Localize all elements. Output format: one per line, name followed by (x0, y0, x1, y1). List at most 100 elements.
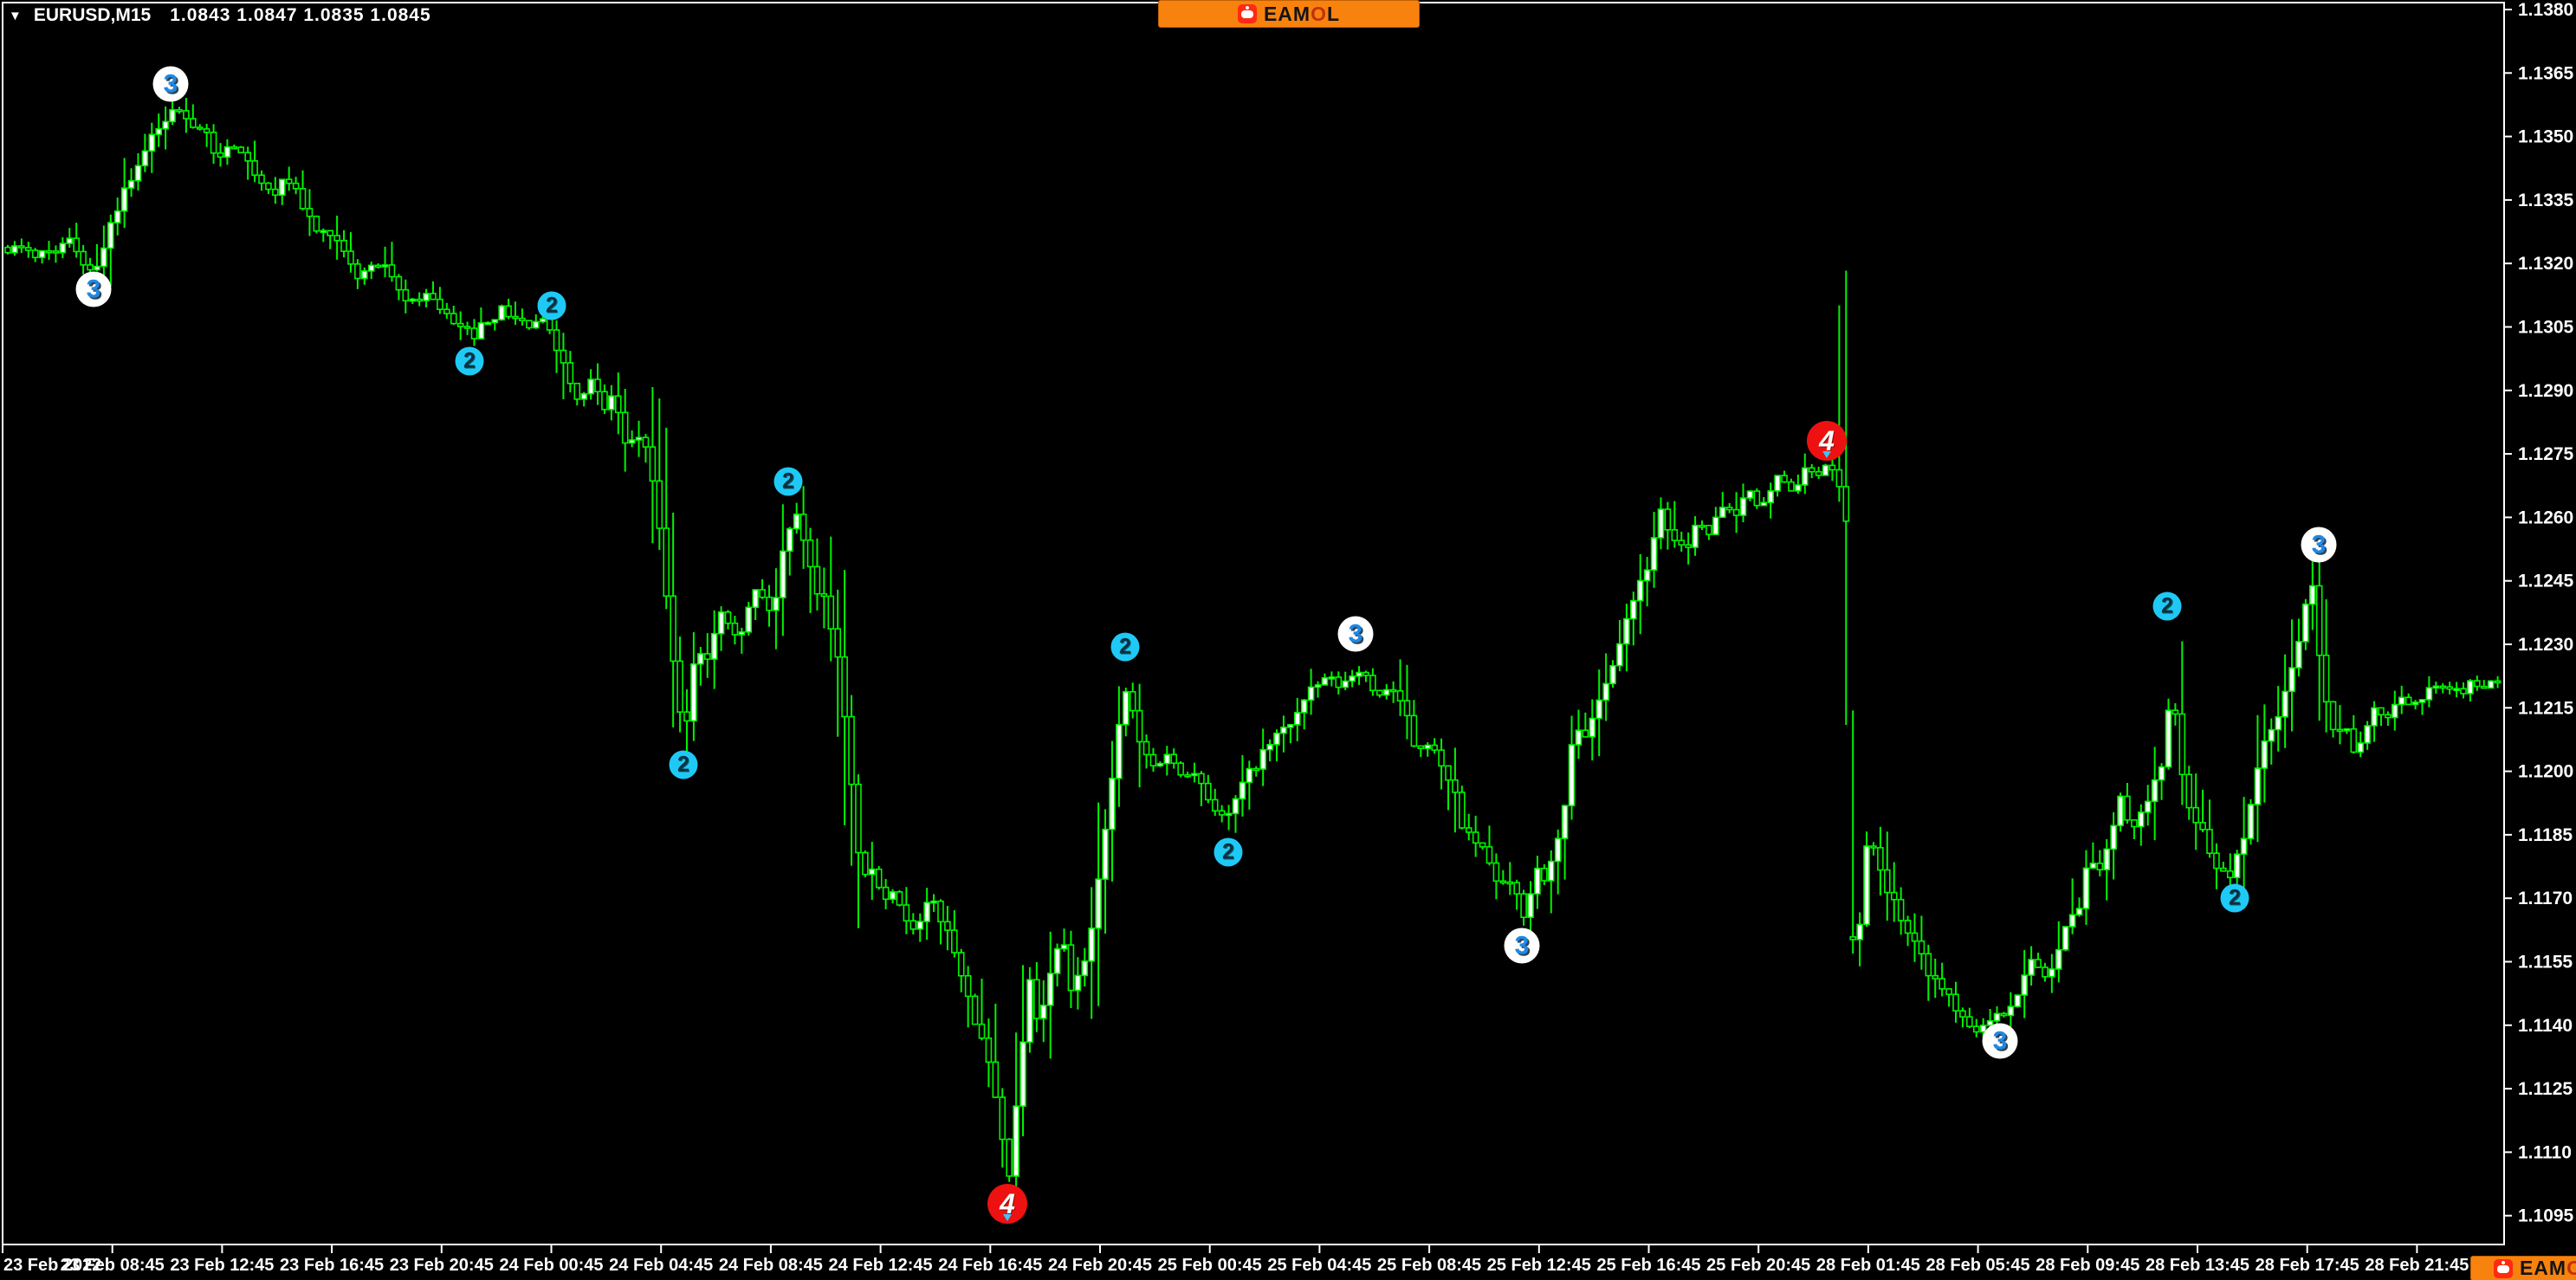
time-axis-label[interactable]: 25 Feb 20:45 (1706, 1256, 1810, 1275)
price-axis-label[interactable]: 1.1185 (2518, 825, 2573, 845)
candle-body (2308, 585, 2316, 605)
candle-body (190, 118, 197, 128)
candle-body (272, 188, 279, 197)
brand-letter: M (1292, 2, 1311, 25)
time-axis-label[interactable]: 23 Feb 08:45 (61, 1256, 165, 1275)
time-axis-label[interactable]: 25 Feb 12:45 (1487, 1256, 1591, 1275)
time-axis-label[interactable]: 28 Feb 13:45 (2146, 1256, 2249, 1275)
time-axis-label[interactable]: 28 Feb 17:45 (2256, 1256, 2359, 1275)
candle-body (2446, 686, 2453, 690)
price-axis-label[interactable]: 1.1110 (2518, 1142, 2572, 1162)
signal-marker-2: 2 (773, 467, 803, 496)
candle-body (1513, 882, 1520, 895)
candle-body (94, 265, 100, 271)
candle-body (621, 411, 629, 444)
time-axis-label[interactable]: 25 Feb 00:45 (1158, 1256, 1262, 1275)
candle-body (1142, 740, 1150, 756)
candles-layer (4, 98, 2502, 1201)
candle-body (2392, 703, 2398, 719)
time-axis-label[interactable]: 23 Feb 12:45 (170, 1256, 274, 1275)
signal-marker-2: 2 (1214, 837, 1243, 867)
candle-body (416, 298, 423, 302)
price-axis-label[interactable]: 1.1350 (2518, 127, 2573, 147)
symbol-dropdown-icon[interactable]: ▼ (9, 8, 22, 23)
time-axis-label[interactable]: 25 Feb 08:45 (1377, 1256, 1481, 1275)
candle-body (278, 178, 286, 197)
candle-body (1424, 744, 1432, 750)
candle-body (1877, 847, 1884, 871)
candle-body (2439, 685, 2447, 689)
candle-body (141, 150, 149, 167)
candle-body (717, 611, 725, 635)
time-axis-label[interactable]: 23 Feb 20:45 (390, 1256, 494, 1275)
price-axis-label[interactable]: 1.1245 (2518, 572, 2574, 592)
eamol-banner-top[interactable]: EAMOL (1158, 0, 1420, 28)
candle-body (196, 126, 204, 130)
candle-body (1431, 744, 1438, 751)
candle-body (1033, 979, 1040, 1019)
candle-body (806, 539, 814, 568)
candle-body (395, 275, 403, 291)
price-axis-label[interactable]: 1.1125 (2518, 1079, 2573, 1099)
candle-body (601, 391, 608, 411)
candle-body (2350, 727, 2358, 753)
candle-body (1506, 881, 1514, 885)
price-axis-label[interactable]: 1.1335 (2518, 191, 2574, 210)
candle-body (1252, 767, 1260, 772)
candle-body (409, 298, 417, 302)
price-axis-label[interactable]: 1.1155 (2518, 953, 2573, 973)
price-axis-label[interactable]: 1.1365 (2518, 63, 2574, 83)
signal-marker-2: 2 (455, 346, 484, 376)
candle-body (1760, 501, 1768, 507)
price-axis-label[interactable]: 1.1170 (2518, 889, 2573, 908)
price-axis-label[interactable]: 1.1200 (2518, 762, 2573, 782)
time-axis-label[interactable]: 24 Feb 16:45 (938, 1256, 1042, 1275)
price-axis-label[interactable]: 1.1215 (2518, 698, 2574, 718)
time-axis-label[interactable]: 24 Feb 12:45 (829, 1256, 933, 1275)
signal-marker-2: 2 (669, 750, 698, 779)
candle-body (2144, 800, 2152, 813)
price-axis-label[interactable]: 1.1305 (2518, 318, 2574, 338)
candle-body (1321, 676, 1329, 686)
candle-body (1904, 920, 1912, 934)
time-axis-label[interactable]: 28 Feb 21:45 (2365, 1256, 2469, 1275)
candle-body (2288, 667, 2295, 693)
candle-body (1643, 569, 1651, 582)
time-axis-label[interactable]: 24 Feb 00:45 (499, 1256, 603, 1275)
price-axis-label[interactable]: 1.1095 (2518, 1206, 2574, 1226)
time-axis-label[interactable]: 25 Feb 04:45 (1267, 1256, 1371, 1275)
candle-body (2378, 707, 2385, 716)
candle-body (2494, 680, 2502, 684)
eamol-banner-bottom[interactable]: EAMOL (2470, 1256, 2576, 1280)
price-axis-label[interactable]: 1.1290 (2518, 381, 2573, 401)
time-axis-label[interactable]: 24 Feb 08:45 (719, 1256, 823, 1275)
price-axis-label[interactable]: 1.1320 (2518, 254, 2573, 274)
brand-letter: A (1278, 2, 1293, 25)
candle-body (1685, 544, 1692, 548)
candle-body (2178, 713, 2186, 776)
candle-body (752, 589, 759, 609)
time-axis-label[interactable]: 23 Feb 2022 (3, 1256, 101, 1275)
time-axis-label[interactable]: 24 Feb 20:45 (1048, 1256, 1152, 1275)
price-axis-label[interactable]: 1.1260 (2518, 507, 2573, 527)
brand-letter: E (2519, 1257, 2534, 1279)
candle-body (786, 527, 793, 553)
candle-body (354, 263, 361, 280)
candle-body (1006, 1138, 1013, 1177)
price-axis-label[interactable]: 1.1275 (2518, 444, 2574, 464)
candle-body (1459, 792, 1466, 829)
price-axis-label[interactable]: 1.1380 (2518, 0, 2573, 20)
candle-body (799, 514, 807, 541)
price-axis-label[interactable]: 1.1230 (2518, 635, 2573, 655)
time-axis-label[interactable]: 24 Feb 04:45 (609, 1256, 713, 1275)
time-axis-label[interactable]: 28 Feb 09:45 (2036, 1256, 2139, 1275)
time-axis-label[interactable]: 25 Feb 16:45 (1596, 1256, 1700, 1275)
price-axis-label[interactable]: 1.1140 (2518, 1016, 2573, 1036)
candle-body (1246, 767, 1253, 784)
candle-body (237, 146, 245, 153)
time-axis-label[interactable]: 28 Feb 01:45 (1816, 1256, 1920, 1275)
time-axis-label[interactable]: 28 Feb 05:45 (1926, 1256, 2030, 1275)
candle-body (2042, 966, 2049, 978)
time-axis-label[interactable]: 23 Feb 16:45 (280, 1256, 384, 1275)
